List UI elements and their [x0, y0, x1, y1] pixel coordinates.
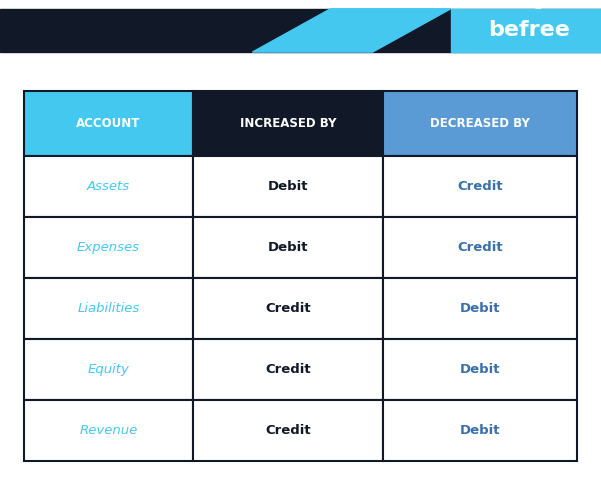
- Bar: [24, 278, 193, 339]
- Bar: [24, 91, 193, 155]
- Bar: [193, 217, 383, 278]
- Bar: [451, 9, 601, 52]
- Bar: [193, 278, 383, 339]
- Text: Debit: Debit: [268, 180, 308, 193]
- Bar: [383, 278, 577, 339]
- Polygon shape: [252, 9, 451, 52]
- Bar: [193, 400, 383, 461]
- Bar: [383, 339, 577, 400]
- Bar: [383, 91, 577, 155]
- Text: Liabilities: Liabilities: [78, 302, 139, 315]
- Text: Credit: Credit: [265, 363, 311, 376]
- Text: Debit: Debit: [460, 302, 501, 315]
- Text: Credit: Credit: [457, 180, 503, 193]
- Text: Debit: Debit: [460, 363, 501, 376]
- Text: Debit: Debit: [460, 424, 501, 437]
- Bar: [383, 400, 577, 461]
- Bar: [24, 400, 193, 461]
- Text: Credit: Credit: [457, 241, 503, 254]
- Text: Debit: Debit: [268, 241, 308, 254]
- Bar: [193, 339, 383, 400]
- Bar: [24, 155, 193, 217]
- Text: Revenue: Revenue: [79, 424, 138, 437]
- Bar: [383, 217, 577, 278]
- Bar: [193, 155, 383, 217]
- Bar: [193, 91, 383, 155]
- Bar: [0, 9, 601, 52]
- Text: INCREASED BY: INCREASED BY: [240, 117, 337, 129]
- Text: Equity: Equity: [87, 363, 129, 376]
- Text: DECREASED BY: DECREASED BY: [430, 117, 530, 129]
- Text: befree: befree: [488, 21, 570, 41]
- Text: ACCOUNT: ACCOUNT: [76, 117, 141, 129]
- Bar: [24, 217, 193, 278]
- Text: 🕊: 🕊: [534, 0, 542, 9]
- Text: Credit: Credit: [265, 302, 311, 315]
- Text: Credit: Credit: [265, 424, 311, 437]
- Bar: [383, 155, 577, 217]
- Text: Expenses: Expenses: [77, 241, 140, 254]
- Text: Assets: Assets: [87, 180, 130, 193]
- Bar: [24, 339, 193, 400]
